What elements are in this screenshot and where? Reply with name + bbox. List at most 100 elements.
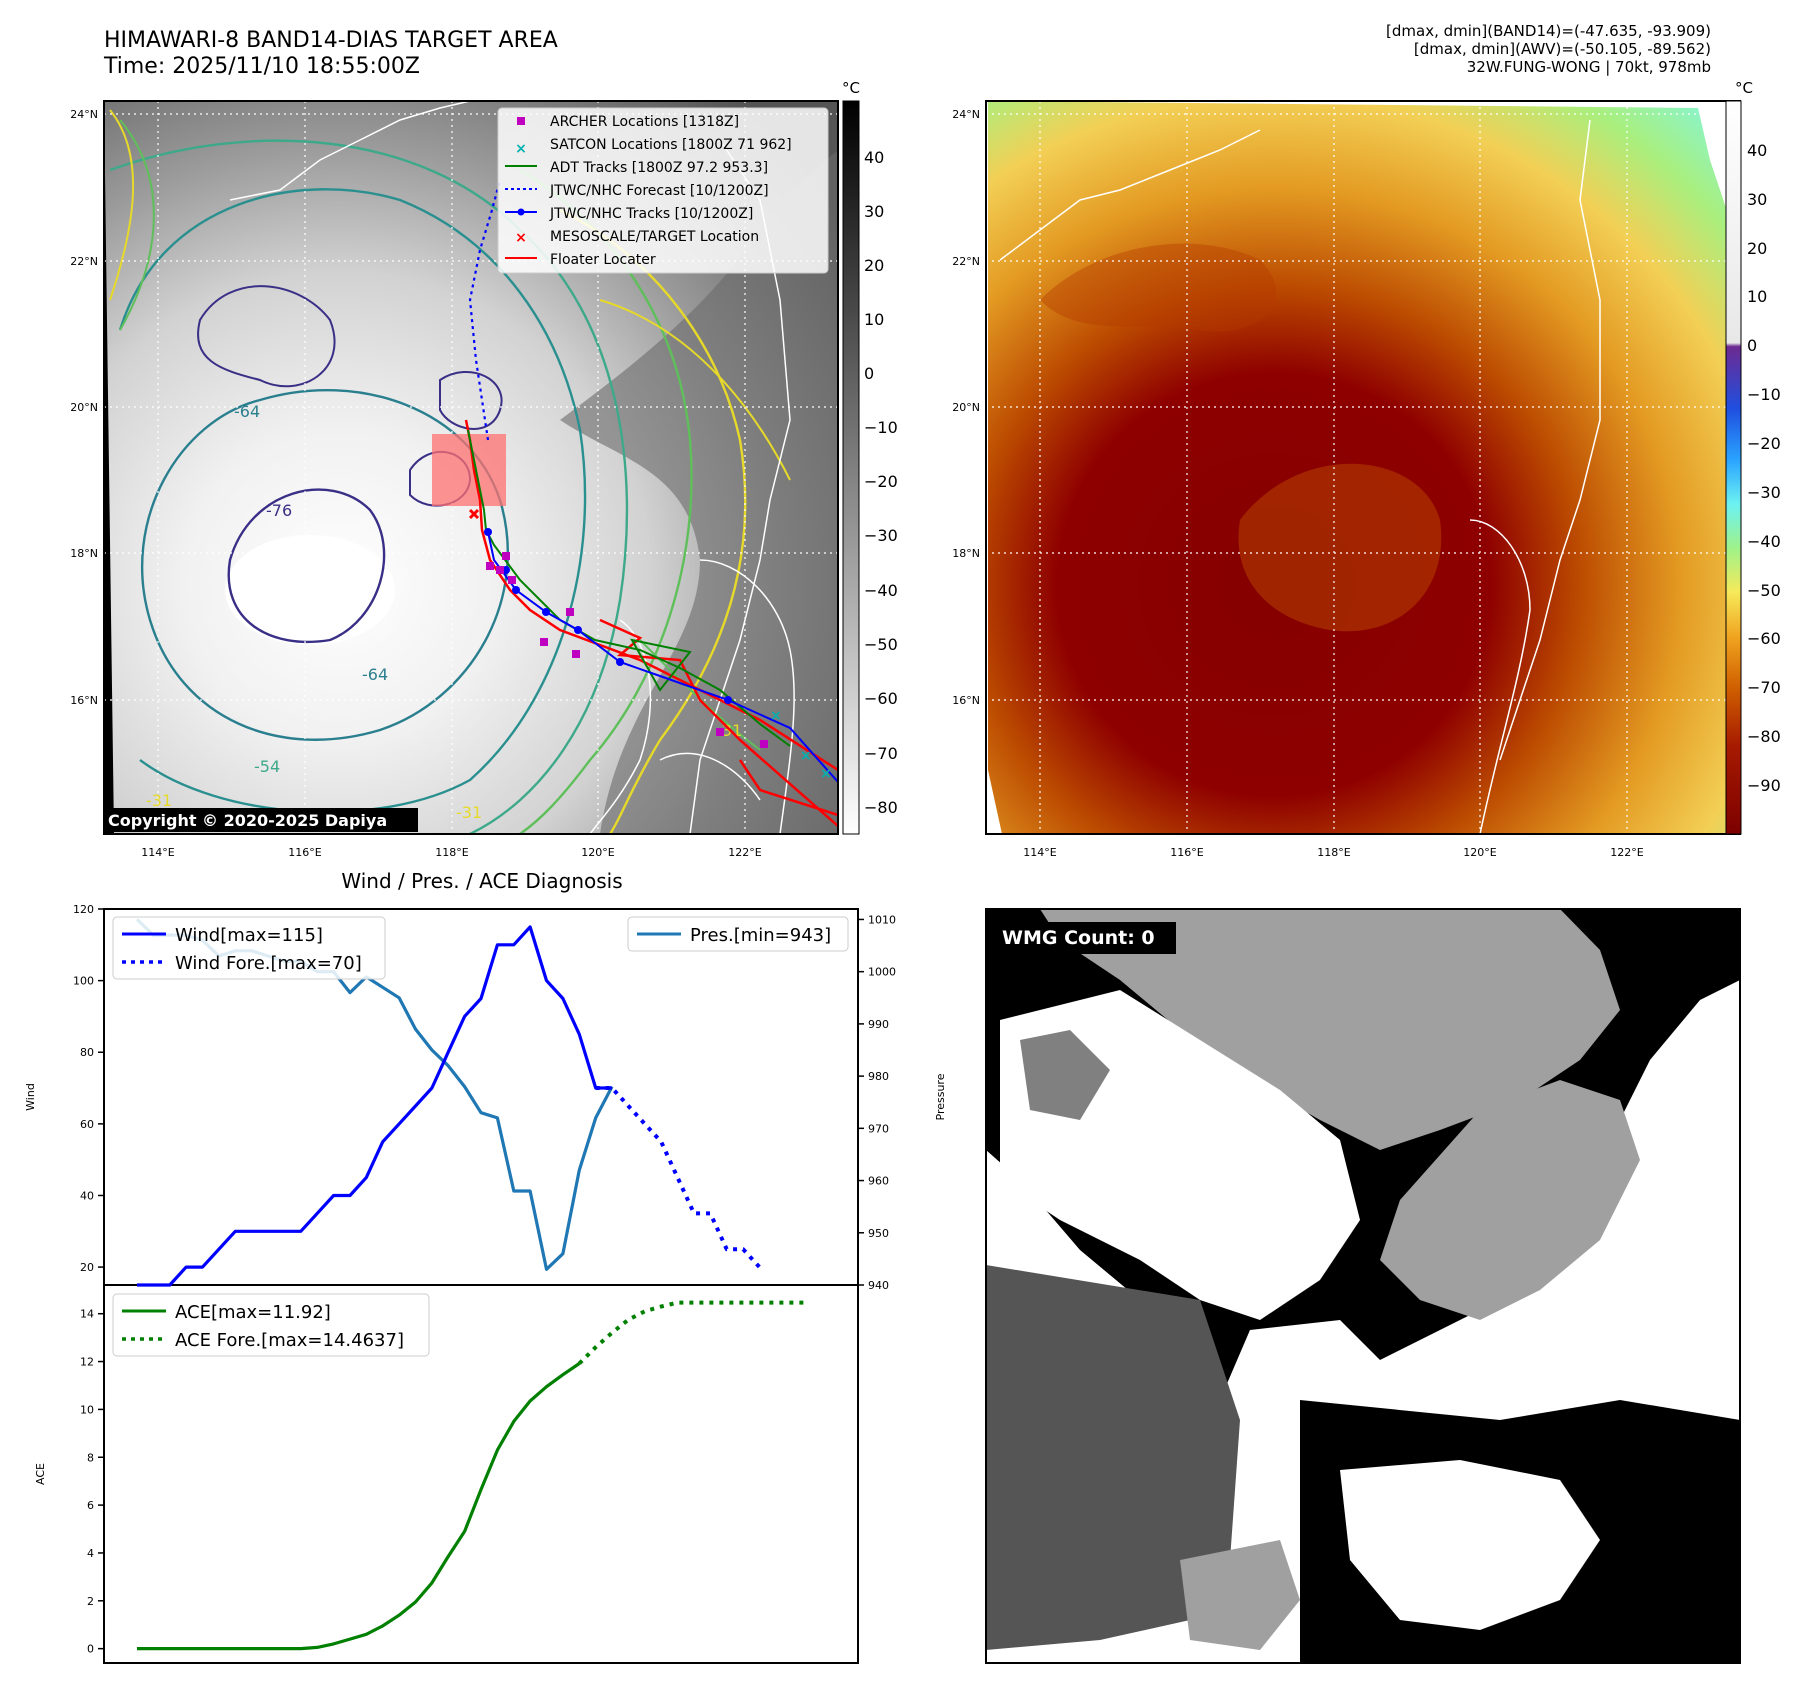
colorbar-tick: −50 (1747, 581, 1781, 600)
pressure-legend: Pres.[min=943] (627, 916, 849, 952)
legend-satcon-marker: × (515, 141, 527, 157)
cloud-band (1040, 243, 1277, 332)
land-shading (560, 150, 838, 834)
colorbar-unit: °C (842, 79, 860, 97)
contour-label: -31 (146, 791, 172, 810)
lon-tick: 116°E (1170, 846, 1203, 859)
legend-label: JTWC/NHC Forecast [10/1200Z] (549, 183, 769, 199)
legend-archer-marker (517, 117, 525, 125)
ace-forecast-line (577, 1300, 809, 1365)
figure-title: HIMAWARI-8 BAND14-DIAS TARGET AREA Time:… (104, 28, 558, 80)
legend-label: SATCON Locations [1800Z 71 962] (550, 137, 792, 153)
cold-cloud-core (225, 535, 395, 645)
lat-tick: 22°N (70, 255, 98, 268)
lat-tick: 24°N (70, 108, 98, 121)
diagnosis-chart: Wind / Pres. / ACE Diagnosis 20406080100… (24, 869, 947, 1664)
legend-box (497, 107, 829, 274)
colorbar-ticks: 40 30 20 10 0 −10 −20 −30 −40 −50 −60 −7… (1747, 141, 1781, 795)
wmg-gray-region (1040, 909, 1620, 1150)
colorbar-gray (842, 100, 860, 835)
wind-line (137, 925, 612, 1287)
pressure-axis-label: Pressure (934, 1073, 947, 1120)
lon-tick: 120°E (1463, 846, 1496, 859)
wmg-mid-gray-patch (1020, 1030, 1110, 1120)
info-line-2: [dmax, dmin](AWV)=(-50.105, -89.562) (1413, 40, 1711, 58)
map-frame (103, 100, 839, 835)
colorbar-tick: 10 (864, 310, 884, 329)
wmg-panel: WMG Count: 0 (985, 908, 1741, 1664)
right-map-lon-ticks: 114°E 116°E 118°E 120°E 122°E (1023, 846, 1643, 859)
pressure-tick-label: 960 (868, 1175, 889, 1188)
wind-legend-box (112, 916, 386, 980)
right-colorbar: °C 40 30 20 10 0 −10 −20 −30 −40 −50 −60… (1725, 79, 1781, 835)
colorbar-tick: −10 (864, 418, 898, 437)
colorbar-tick: −30 (864, 526, 898, 545)
pressure-tick-label: 970 (868, 1122, 889, 1135)
left-map-lon-ticks: 114°E 116°E 118°E 120°E 122°E (141, 846, 761, 859)
ace-tick-label: 12 (80, 1356, 94, 1369)
legend-label: JTWC/NHC Tracks [10/1200Z] (549, 206, 753, 222)
wmg-white-patch (1600, 1230, 1740, 1330)
lat-tick: 24°N (952, 108, 980, 121)
contour-label: -76 (266, 501, 292, 520)
colorbar-tick: −60 (864, 689, 898, 708)
colorbar-tick: 30 (1747, 190, 1767, 209)
colorbar-tick: −10 (1747, 385, 1781, 404)
legend-label: Pres.[min=943] (690, 925, 831, 946)
wmg-frame (985, 908, 1741, 1664)
contour-label: -54 (254, 757, 280, 776)
svg-text:×: × (800, 748, 812, 764)
colorbar-tick: 40 (1747, 141, 1767, 160)
title-line-2: Time: 2025/11/10 18:55:00Z (104, 54, 420, 79)
jtwc-forecast (468, 179, 502, 441)
colorbar-tick: 0 (1747, 336, 1757, 355)
wmg-gray-patch (1380, 1080, 1640, 1320)
pressure-tick-label: 1000 (868, 966, 896, 979)
info-line-1: [dmax, dmin](BAND14)=(-47.635, -93.909) (1386, 22, 1711, 40)
wmg-count-box (994, 922, 1176, 954)
wind-forecast-line (595, 1086, 761, 1269)
lon-tick: 114°E (1023, 846, 1056, 859)
colorbar-tick: −80 (1747, 727, 1781, 746)
colorbar-tick: −70 (1747, 678, 1781, 697)
colorbar-tick: 40 (864, 148, 884, 167)
lon-tick: 122°E (728, 846, 761, 859)
pressure-legend-box (627, 916, 849, 952)
colorbar-tick: −80 (864, 798, 898, 817)
legend-target-marker: × (515, 230, 527, 246)
left-colorbar: °C 40 30 20 10 0 −10 −20 −30 −40 −50 −60… (842, 79, 898, 835)
ace-tick-label: 8 (87, 1451, 94, 1464)
ace-tick-label: 2 (87, 1595, 94, 1608)
legend-label: Wind[max=115] (175, 925, 323, 946)
wind-tick-label: 60 (80, 1118, 94, 1131)
lat-tick: 16°N (952, 694, 980, 707)
left-map-lat-ticks: 24°N 22°N 20°N 18°N 16°N (70, 108, 98, 707)
contour-label: -64 (362, 665, 388, 684)
ace-axis-ticks: 0 2 4 6 8 10 12 14 (80, 1308, 104, 1656)
satcon-points: × × × (770, 708, 832, 782)
colorbar-tick: 20 (864, 256, 884, 275)
legend-label: ARCHER Locations [1318Z] (550, 114, 739, 130)
colorbar-tick: 20 (1747, 239, 1767, 258)
lat-tick: 18°N (952, 547, 980, 560)
pressure-axis-ticks: 940 950 960 970 980 990 1000 1010 (858, 913, 896, 1292)
ace-legend-box (112, 1293, 430, 1357)
svg-text:×: × (770, 708, 782, 724)
colorbar-tick: −20 (1747, 434, 1781, 453)
lon-tick: 116°E (288, 846, 321, 859)
ace-legend: ACE[max=11.92] ACE Fore.[max=14.4637] (112, 1293, 430, 1357)
colorbar-tick: −70 (864, 744, 898, 763)
colorbar-tick: 30 (864, 202, 884, 221)
ace-tick-label: 6 (87, 1499, 94, 1512)
storm-info: [dmax, dmin](BAND14)=(-47.635, -93.909) … (1386, 22, 1711, 76)
wind-legend: Wind[max=115] Wind Fore.[max=70] (112, 916, 386, 980)
colorbar-ticks: 40 30 20 10 0 −10 −20 −30 −40 −50 −60 −7… (864, 148, 898, 817)
contour-label: -31 (456, 803, 482, 822)
ace-tick-label: 0 (87, 1643, 94, 1656)
lon-tick: 118°E (1317, 846, 1350, 859)
ace-tick-label: 14 (80, 1308, 94, 1321)
awv-map-panel: 114°E 116°E 118°E 120°E 122°E 24°N 22°N … (952, 79, 1781, 859)
wind-tick-label: 20 (80, 1261, 94, 1274)
awv-imagery (988, 101, 1740, 834)
colorbar-tick: 0 (864, 364, 874, 383)
